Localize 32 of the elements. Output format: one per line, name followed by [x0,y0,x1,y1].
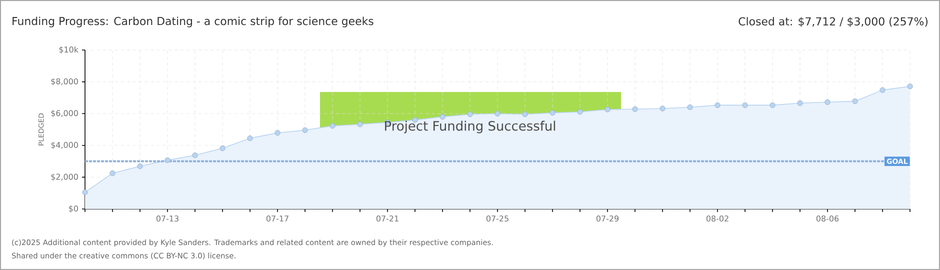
point [494,110,500,116]
point [550,110,556,116]
point [192,152,198,158]
point [880,87,886,93]
point [440,114,446,120]
point [357,121,363,128]
point [604,106,610,112]
point [770,102,776,108]
point [220,145,226,152]
point [137,163,143,170]
point [247,135,253,142]
chart-title: Funding Progress: Carbon Dating - a comic strip for science geeks [12,16,374,28]
point [467,111,473,118]
point [714,102,720,108]
point [797,100,803,106]
point [164,157,170,163]
point [852,98,858,104]
point [522,111,528,118]
annotation: Project Funding Successful [385,120,556,134]
point [824,99,830,105]
point [687,104,693,110]
point [302,127,308,133]
point [660,106,666,112]
point [110,170,116,176]
chart-subtitle: Closed at: $7,712 / $3,000 (257%) [738,17,928,27]
point [82,190,88,196]
point [632,106,638,112]
point [742,102,748,108]
point [274,130,280,136]
point [330,123,336,129]
point [577,109,583,115]
point [907,84,913,90]
